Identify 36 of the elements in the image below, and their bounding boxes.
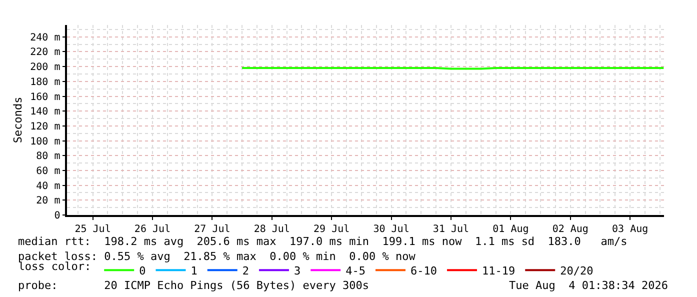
x-tick-label: 26 Jul xyxy=(134,224,171,235)
y-tick-label: 60 m xyxy=(36,166,60,177)
x-tick-label: 28 Jul xyxy=(254,224,290,235)
legend-label: 20/20 xyxy=(560,264,594,278)
x-tick-label: 01 Aug xyxy=(492,224,529,235)
y-tick-label: 240 m xyxy=(30,32,60,44)
legend-label: 4-5 xyxy=(346,264,366,278)
x-tick-label: 29 Jul xyxy=(314,224,350,235)
y-tick-label: 120 m xyxy=(30,121,60,132)
y-tick-label: 40 m xyxy=(36,180,60,192)
text: probe: 20 ICMP Echo Pings (56 Bytes) every 300s xyxy=(18,279,369,292)
y-axis-title: Seconds xyxy=(11,96,24,144)
text: packet loss: 0.55 % avg 21.85 % max 0.00 % min 0.00 % now xyxy=(18,250,416,263)
y-tick-label: 0 xyxy=(54,210,60,222)
legend-label: 1 xyxy=(190,264,198,278)
x-tick-label: 27 Jul xyxy=(194,224,230,235)
legend-label: 0 xyxy=(139,264,146,278)
y-tick-label: 140 m xyxy=(30,106,60,118)
y-tick-label: 200 m xyxy=(30,62,60,74)
x-tick-label: 30 Jul xyxy=(373,224,410,235)
x-tick-label: 02 Aug xyxy=(552,224,588,235)
y-tick-label: 160 m xyxy=(30,92,60,103)
y-tick-label: 20 m xyxy=(36,196,60,207)
legend-label: 2 xyxy=(242,264,249,278)
legend-label: 11-19 xyxy=(482,264,516,278)
x-tick-label: 31 Jul xyxy=(432,224,470,235)
y-tick-label: 80 m xyxy=(36,151,60,162)
x-tick-label: 25 Jul xyxy=(74,224,111,235)
text: median rtt: 198.2 ms avg 205.6 ms max 197.0 ms min 199.1 ms now 1.1 ms sd 183.0 am/s xyxy=(18,235,628,248)
text: Tue Aug 4 01:38:34 2026 xyxy=(509,279,668,292)
y-tick-label: 100 m xyxy=(30,136,60,148)
legend-label: 6-10 xyxy=(410,264,437,278)
x-tick-label: 03 Aug xyxy=(612,224,648,235)
y-tick-label: 180 m xyxy=(30,76,60,88)
legend-label: 3 xyxy=(294,264,301,278)
y-tick-label: 220 m xyxy=(30,47,60,58)
